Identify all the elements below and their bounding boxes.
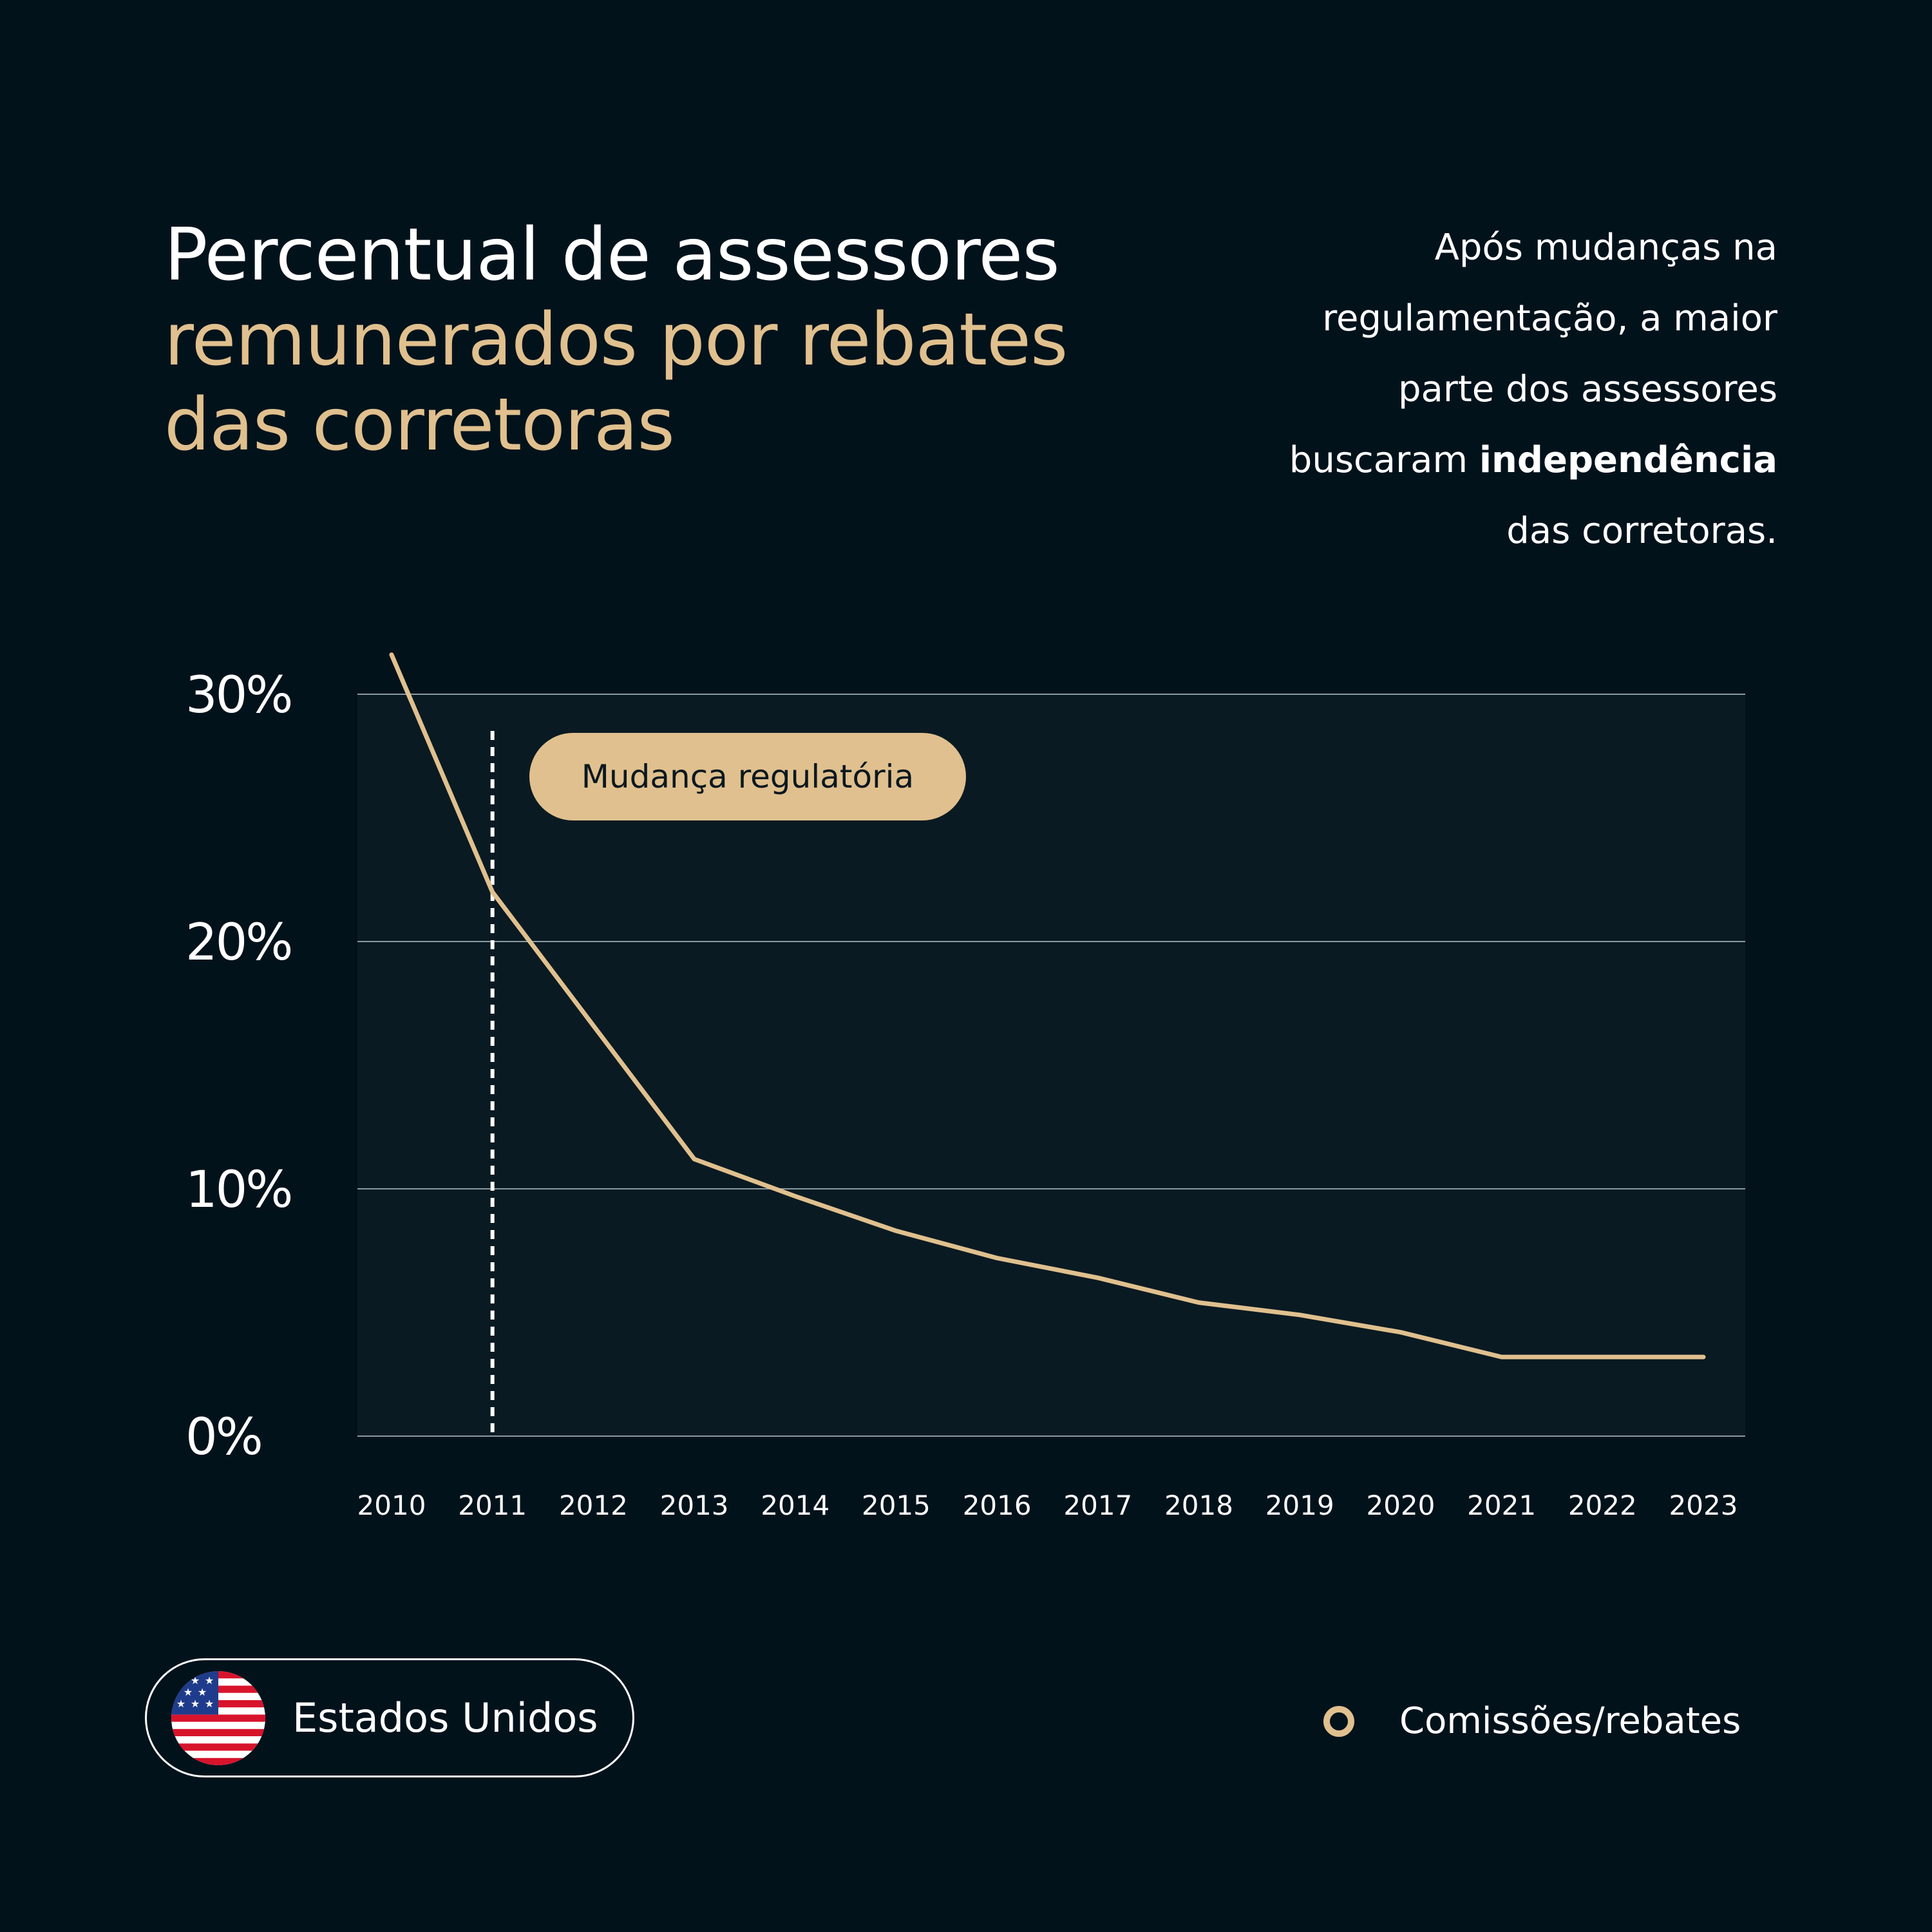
x-tick-label: 2018 <box>1164 1490 1233 1521</box>
us-flag-icon: ★ ★ ★ ★ ★ ★ ★ ★ <box>171 1671 265 1765</box>
title-line-2: remunerados por rebates <box>164 298 1068 382</box>
description-emphasis: independência <box>1479 439 1777 481</box>
description-line-4: buscaram independência <box>1249 425 1777 496</box>
country-label: Estados Unidos <box>292 1694 598 1741</box>
annotation-label: Mudança regulatória <box>582 758 914 795</box>
chart-title: Percentual de assessores remunerados por… <box>164 213 1068 468</box>
svg-text:★: ★ <box>176 1674 185 1687</box>
description-line-1: Após mudanças na <box>1434 227 1777 269</box>
svg-text:★: ★ <box>205 1698 214 1710</box>
series-line-comissoes-rebates <box>389 652 1706 1359</box>
country-badge: ★ ★ ★ ★ ★ ★ ★ ★ Estados Unidos <box>145 1658 634 1777</box>
x-tick-label: 2017 <box>1063 1490 1132 1521</box>
svg-text:★: ★ <box>205 1674 214 1687</box>
y-tick-label: 0% <box>185 1408 261 1466</box>
svg-text:★: ★ <box>176 1698 185 1710</box>
x-tick-label: 2014 <box>761 1490 829 1521</box>
svg-text:★: ★ <box>198 1686 207 1698</box>
title-line-3: das corretoras <box>164 383 675 467</box>
x-tick-label: 2015 <box>862 1490 931 1521</box>
description-line-4-prefix: buscaram <box>1289 439 1479 481</box>
legend-marker <box>1323 1705 1354 1737</box>
x-tick-label: 2013 <box>660 1490 729 1521</box>
x-tick-label: 2011 <box>458 1490 527 1521</box>
description-line-2: regulamentação, a maior <box>1322 298 1777 339</box>
y-tick-label: 30% <box>185 667 291 724</box>
svg-text:★: ★ <box>191 1674 200 1687</box>
line-chart: 0% 10% 20% 30% 2010 2011 2012 2013 2014 2015 2016 2… <box>185 652 1745 1521</box>
description-line-5: das corretoras. <box>1506 510 1777 552</box>
y-tick-label: 20% <box>185 914 291 972</box>
annotation-pill <box>529 733 966 820</box>
y-tick-label: 10% <box>185 1161 291 1219</box>
x-tick-label: 2016 <box>963 1490 1032 1521</box>
x-tick-label: 2012 <box>559 1490 628 1521</box>
x-tick-label: 2019 <box>1265 1490 1334 1521</box>
legend-label: Comissões/rebates <box>1399 1700 1741 1742</box>
description-line-3: parte dos assessores <box>1397 368 1777 410</box>
x-tick-label: 2021 <box>1467 1490 1536 1521</box>
chart-description: Após mudanças na regulamentação, a maior… <box>1249 213 1777 567</box>
x-tick-label: 2020 <box>1366 1490 1435 1521</box>
svg-text:★: ★ <box>191 1698 200 1710</box>
svg-text:★: ★ <box>184 1686 193 1698</box>
x-tick-label: 2010 <box>357 1490 426 1521</box>
x-tick-label: 2022 <box>1568 1490 1637 1521</box>
chart-legend: Comissões/rebates <box>1323 1700 1741 1742</box>
x-tick-label: 2023 <box>1669 1490 1738 1521</box>
title-line-1: Percentual de assessores <box>164 213 1060 297</box>
